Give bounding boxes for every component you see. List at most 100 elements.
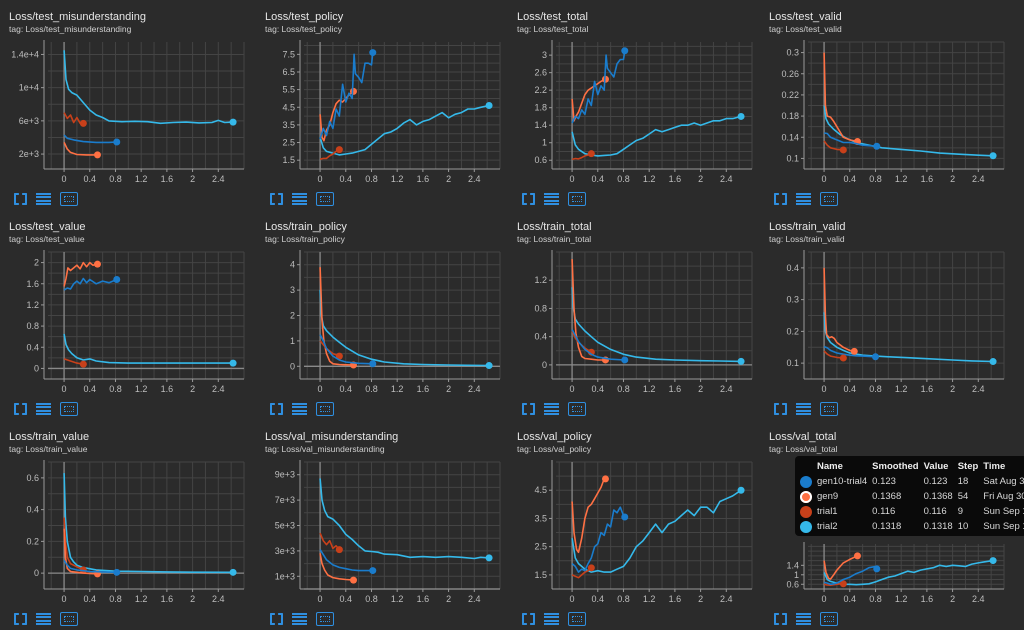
data-list-icon[interactable] (292, 403, 307, 415)
line-chart-svg[interactable]: 0 0.4 0.8 1.2 1.6 2 2.4 0.6 1 1.4 1.8 2.2 2.6 3 (508, 36, 760, 186)
series-line-trial2[interactable] (571, 115, 742, 157)
line-chart-svg[interactable]: 0 0.4 0.8 1.2 1.6 2 2.4 0.611.4 (760, 456, 1012, 606)
series-endpoint-gen10-trial4[interactable] (873, 565, 881, 573)
line-chart-svg[interactable]: 0 0.4 0.8 1.2 1.6 2 2.4 0 0.4 0.8 1.2 (508, 246, 760, 396)
series-line-trial1[interactable] (319, 532, 340, 551)
series-endpoint-trial1[interactable] (839, 354, 847, 362)
series-line-gen9[interactable] (823, 555, 858, 580)
line-chart-svg[interactable]: 0 0.4 0.8 1.2 1.6 2 2.4 0.1 0.2 0.3 0.4 (760, 246, 1012, 396)
series-line-trial1[interactable] (571, 152, 592, 161)
series-endpoint-trial2[interactable] (485, 102, 493, 109)
series-endpoint-gen10-trial4[interactable] (113, 568, 121, 576)
series-line-trial1[interactable] (319, 148, 340, 161)
chart-plot-area[interactable]: 0 0.4 0.8 1.2 1.6 2 2.4 1e+3 3e+3 5e+3 7e+3 9e+3 (256, 456, 508, 606)
series-endpoint-trial2[interactable] (737, 112, 745, 120)
expand-icon[interactable] (774, 613, 787, 625)
series-endpoint-trial1[interactable] (79, 360, 87, 368)
fit-domain-icon[interactable] (316, 402, 334, 416)
series-endpoint-trial1[interactable] (335, 546, 343, 554)
chart-plot-area[interactable]: 0 0.4 0.8 1.2 1.6 2 2.4 0.1 0.2 0.3 0.4 (760, 246, 1012, 396)
expand-icon[interactable] (270, 613, 283, 625)
line-chart-svg[interactable]: 0 0.4 0.8 1.2 1.6 2 2.4 2e+3 6e+3 1e+4 1.4e+4 (0, 36, 252, 186)
chart-plot-area[interactable]: 0 0.4 0.8 1.2 1.6 2 2.4 1.5 2.5 3.5 4.5 5.5 6.5 7.5 (256, 36, 508, 186)
series-endpoint-gen10-trial4[interactable] (369, 360, 377, 368)
chart-plot-area[interactable]: 0 0.4 0.8 1.2 1.6 2 2.4 0.1 0.14 0.18 0.22 0.26 0.3 (760, 36, 1012, 186)
fit-domain-icon[interactable] (316, 612, 334, 626)
chart-plot-area[interactable]: 0 0.4 0.8 1.2 1.6 2 2.4 1.5 2.5 3.5 4.5 (508, 456, 760, 606)
series-line-gen10-trial4[interactable] (63, 559, 117, 574)
series-endpoint-gen10-trial4[interactable] (369, 49, 377, 57)
fit-domain-icon[interactable] (60, 402, 78, 416)
data-list-icon[interactable] (36, 403, 51, 415)
series-endpoint-trial2[interactable] (989, 152, 997, 160)
expand-icon[interactable] (270, 403, 283, 415)
series-endpoint-gen9[interactable] (349, 576, 357, 584)
series-endpoint-trial2[interactable] (989, 557, 997, 565)
series-endpoint-gen10-trial4[interactable] (113, 276, 121, 284)
data-list-icon[interactable] (796, 613, 811, 625)
series-endpoint-trial2[interactable] (989, 358, 997, 366)
fit-domain-icon[interactable] (820, 612, 838, 626)
fit-domain-icon[interactable] (568, 612, 586, 626)
series-line-gen9[interactable] (823, 52, 858, 143)
series-line-gen9[interactable] (571, 259, 606, 361)
series-line-gen10-trial4[interactable] (823, 565, 878, 586)
series-line-gen9[interactable] (319, 90, 354, 142)
series-line-gen10-trial4[interactable] (319, 52, 374, 140)
chart-plot-area[interactable]: 0 0.4 0.8 1.2 1.6 2 2.4 0.6 1 1.4 (760, 456, 1012, 606)
series-endpoint-trial2[interactable] (485, 554, 493, 562)
fit-domain-icon[interactable] (316, 192, 334, 206)
fit-domain-icon[interactable] (568, 402, 586, 416)
series-endpoint-gen9[interactable] (601, 475, 609, 483)
series-endpoint-trial1[interactable] (839, 146, 847, 154)
series-endpoint-trial1[interactable] (79, 119, 87, 127)
series-line-gen10-trial4[interactable] (63, 277, 118, 291)
series-endpoint-trial1[interactable] (335, 352, 343, 360)
fit-domain-icon[interactable] (820, 402, 838, 416)
chart-plot-area[interactable]: 0 0.4 0.8 1.2 1.6 2 2.4 2e+3 6e+3 1e+4 1.4e+4 (0, 36, 252, 186)
series-endpoint-trial2[interactable] (737, 357, 745, 365)
series-endpoint-gen10-trial4[interactable] (621, 356, 629, 364)
series-line-trial2[interactable] (571, 287, 742, 363)
series-endpoint-trial2[interactable] (229, 568, 237, 576)
series-endpoint-trial2[interactable] (229, 359, 237, 367)
series-line-gen9[interactable] (823, 267, 855, 353)
series-endpoint-gen9[interactable] (93, 151, 101, 159)
chart-plot-area[interactable]: 0 0.4 0.8 1.2 1.6 2 2.4 0 0.2 0.4 0.6 (0, 456, 252, 606)
line-chart-svg[interactable]: 0 0.4 0.8 1.2 1.6 2 2.4 1.5 2.5 3.5 4.5 (508, 456, 760, 606)
series-endpoint-gen10-trial4[interactable] (621, 513, 629, 521)
series-line-gen9[interactable] (319, 553, 354, 581)
fit-domain-icon[interactable] (568, 192, 586, 206)
series-line-trial2[interactable] (319, 104, 490, 156)
data-list-icon[interactable] (544, 613, 559, 625)
fit-domain-icon[interactable] (60, 192, 78, 206)
expand-icon[interactable] (774, 403, 787, 415)
series-endpoint-trial1[interactable] (587, 564, 595, 572)
series-line-trial2[interactable] (319, 290, 490, 367)
series-endpoint-trial1[interactable] (839, 580, 847, 588)
series-line-trial1[interactable] (823, 140, 844, 151)
line-chart-svg[interactable]: 0 0.4 0.8 1.2 1.6 2 2.4 0 1 2 3 4 (256, 246, 508, 396)
expand-icon[interactable] (774, 193, 787, 205)
data-list-icon[interactable] (36, 613, 51, 625)
data-list-icon[interactable] (36, 193, 51, 205)
line-chart-svg[interactable]: 0 0.4 0.8 1.2 1.6 2 2.4 0 0.2 0.4 0.6 (0, 456, 252, 606)
series-endpoint-gen10-trial4[interactable] (871, 353, 879, 361)
expand-icon[interactable] (522, 403, 535, 415)
data-list-icon[interactable] (544, 403, 559, 415)
series-line-gen10-trial4[interactable] (823, 345, 876, 358)
expand-icon[interactable] (14, 193, 27, 205)
series-line-trial1[interactable] (571, 567, 592, 579)
fit-domain-icon[interactable] (60, 612, 78, 626)
line-chart-svg[interactable]: 0 0.4 0.8 1.2 1.6 2 2.4 0 0.4 0.8 1.2 1.6 2 (0, 246, 252, 396)
line-chart-svg[interactable]: 0 0.4 0.8 1.2 1.6 2 2.4 1.5 2.5 3.5 4.5 5.5 6.5 7.5 (256, 36, 508, 186)
expand-icon[interactable] (522, 613, 535, 625)
series-line-trial2[interactable] (63, 333, 234, 364)
series-line-gen10-trial4[interactable] (319, 334, 373, 365)
data-list-icon[interactable] (292, 193, 307, 205)
expand-icon[interactable] (14, 403, 27, 415)
series-endpoint-gen9[interactable] (93, 260, 101, 268)
series-line-trial2[interactable] (823, 312, 994, 363)
series-endpoint-gen10-trial4[interactable] (369, 567, 377, 575)
chart-plot-area[interactable]: 0 0.4 0.8 1.2 1.6 2 2.4 0 1 2 3 4 (256, 246, 508, 396)
